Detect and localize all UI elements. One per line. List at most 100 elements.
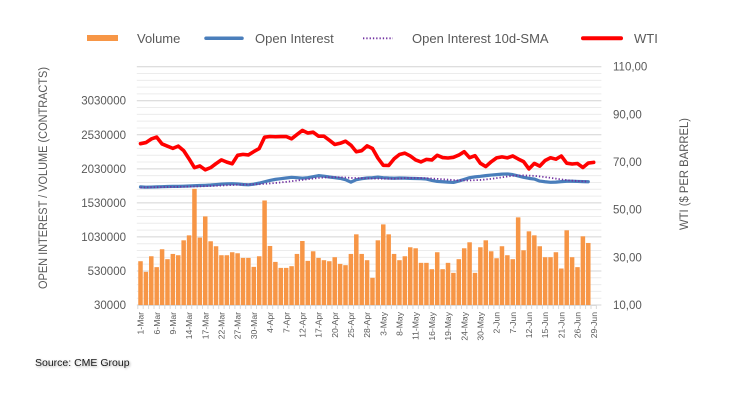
y-right-tick-label: 110,00 xyxy=(613,62,647,74)
x-tick-label: 8-May xyxy=(395,311,405,336)
volume-bar xyxy=(278,267,284,305)
volume-bar xyxy=(461,248,467,305)
volume-bar xyxy=(505,255,510,305)
volume-bar xyxy=(224,255,230,305)
y-axis-right-title: WTI ($ PER BARREL) xyxy=(679,118,691,230)
volume-bar xyxy=(176,255,181,305)
axes: 1-Mar 6-Mar 9-Mar 14-Mar 17-Mar 22-Mar 27-Mar 3… xyxy=(81,62,647,341)
x-tick-label: 22-Mar xyxy=(217,312,227,339)
volume-bar xyxy=(408,247,413,305)
y-right-tick-label: 10,00 xyxy=(613,300,642,312)
volume-bar xyxy=(251,266,257,305)
volume-bar xyxy=(213,246,219,305)
volume-bar xyxy=(478,247,483,305)
legend-label-open-interest: Open Interest xyxy=(255,31,334,46)
volume-bar xyxy=(267,245,273,305)
volume-bar xyxy=(580,236,586,305)
x-tick-label: 29-Jun xyxy=(589,312,599,338)
x-tick-label: 6-Mar xyxy=(152,312,162,335)
volume-bar xyxy=(316,257,321,305)
legend-label-volume: Volume xyxy=(137,31,180,46)
volume-bar xyxy=(521,250,526,305)
volume-bar xyxy=(553,252,559,305)
legend: Volume Open Interest Open Interest 10d-S… xyxy=(87,31,658,46)
volume-bar xyxy=(337,263,343,305)
volume-bar xyxy=(138,261,143,305)
legend-item-wti[interactable]: WTI xyxy=(581,31,658,46)
legend-item-volume[interactable]: Volume xyxy=(87,31,180,46)
volume-bar xyxy=(575,267,580,305)
volume-bar xyxy=(381,224,386,305)
volume-bar xyxy=(451,272,456,305)
volume-bar xyxy=(467,242,472,305)
volume-bar xyxy=(515,217,521,305)
open-interest-sma-line xyxy=(140,174,589,189)
volume-bar xyxy=(354,234,359,305)
x-tick-label: 30-Mar xyxy=(249,312,259,339)
x-tick-label: 16-May xyxy=(427,311,437,340)
volume-bar xyxy=(192,188,197,305)
legend-label-oi-sma: Open Interest 10d-SMA xyxy=(412,31,549,46)
volume-bar xyxy=(208,241,213,305)
legend-item-oi-sma[interactable]: Open Interest 10d-SMA xyxy=(363,31,549,46)
volume-bar xyxy=(165,259,170,305)
x-tick-label: 24-May xyxy=(459,311,469,340)
x-tick-label: 19-May xyxy=(443,311,453,340)
x-tick-label: 17-Apr xyxy=(314,312,324,338)
volume-bars xyxy=(138,188,591,305)
volume-bar xyxy=(310,251,316,305)
volume-bar xyxy=(526,231,532,305)
y-left-tick-label: 1530000 xyxy=(81,198,126,210)
volume-bar xyxy=(154,267,159,305)
x-tick-label: 17-Mar xyxy=(200,312,210,339)
volume-bar xyxy=(391,253,397,305)
volume-bar xyxy=(494,258,499,305)
volume-bar xyxy=(569,257,575,305)
x-tick-label: 12-Apr xyxy=(297,312,307,338)
volume-bar xyxy=(143,271,149,305)
volume-bar xyxy=(305,260,310,305)
volume-bar xyxy=(235,253,240,305)
volume-bar xyxy=(348,253,354,305)
volume-bar xyxy=(510,259,515,305)
volume-bar xyxy=(499,246,505,305)
x-tick-label: 27-Mar xyxy=(233,312,243,339)
x-tick-label: 15-Jun xyxy=(540,312,550,338)
x-tick-label: 1-Mar xyxy=(136,312,146,335)
volume-bar xyxy=(343,265,348,305)
volume-bar xyxy=(397,260,402,305)
volume-bar xyxy=(413,248,418,305)
y-right-tick-label: 70,00 xyxy=(613,157,642,169)
volume-bar xyxy=(375,240,381,305)
volume-bar xyxy=(240,257,246,305)
x-tick-label: 26-Jun xyxy=(573,312,583,338)
volume-bar xyxy=(418,262,424,305)
source-note: Source: CME Group xyxy=(35,357,130,369)
volume-bar xyxy=(548,257,553,305)
volume-bar xyxy=(483,240,489,305)
wti-line xyxy=(138,128,596,172)
y-left-tick-label: 30000 xyxy=(94,300,126,312)
series-lines xyxy=(138,128,596,189)
volume-bar xyxy=(472,272,478,305)
volume-bar xyxy=(159,249,165,305)
volume-bar xyxy=(370,277,375,305)
volume-bar xyxy=(542,257,548,305)
y-left-tick-label: 530000 xyxy=(88,266,126,278)
x-tick-label: 28-Apr xyxy=(362,312,372,338)
legend-item-open-interest[interactable]: Open Interest xyxy=(204,31,334,46)
volume-bar xyxy=(321,260,327,305)
x-tick-label: 9-Mar xyxy=(168,312,178,335)
volume-bar xyxy=(170,253,176,305)
y-left-tick-label: 2530000 xyxy=(81,130,126,142)
x-tick-label: 14-Mar xyxy=(184,312,194,339)
volume-bar xyxy=(246,257,251,305)
volume-bar xyxy=(289,266,294,305)
y-left-tick-label: 3030000 xyxy=(81,96,126,108)
volume-bar xyxy=(429,269,435,305)
volume-bar xyxy=(300,241,305,305)
volume-bar xyxy=(283,267,289,305)
volume-bar xyxy=(559,268,564,305)
volume-bar xyxy=(424,262,429,305)
x-tick-label: 7-Jun xyxy=(508,312,518,334)
